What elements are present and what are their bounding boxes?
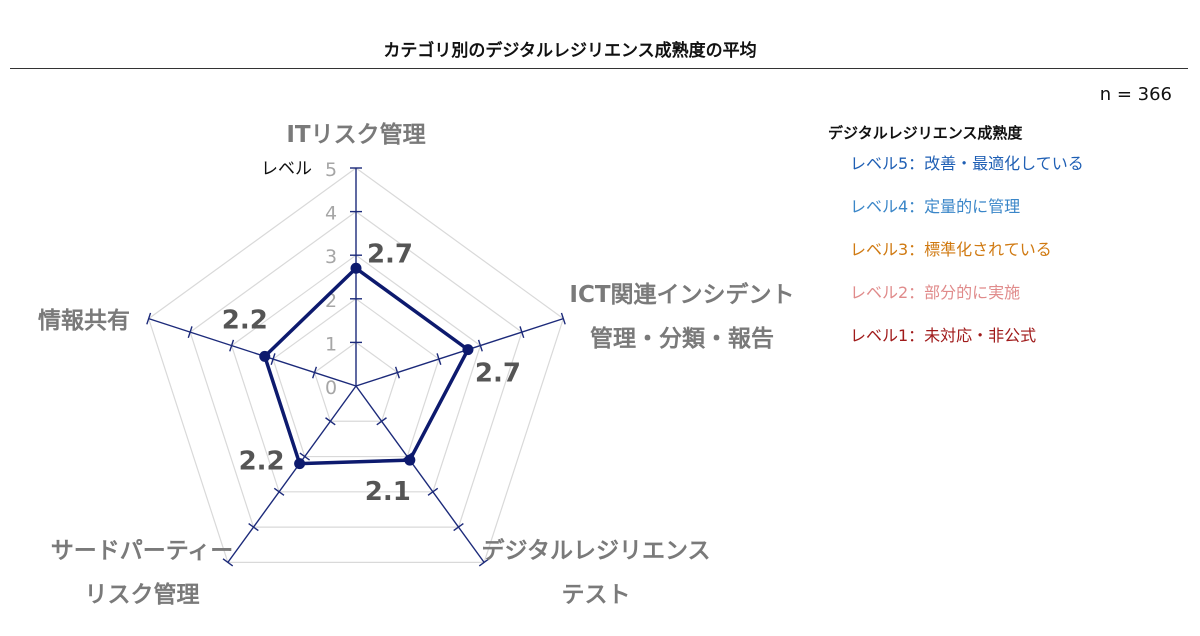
- data-value-label: 2.1: [365, 477, 411, 507]
- axis-tick-3-4: [248, 522, 259, 532]
- axis-line-4: [148, 317, 357, 387]
- axis-tick-4-1: [312, 366, 318, 379]
- category-label: 管理・分類・報告: [590, 325, 774, 352]
- axis-tick-2-4: [453, 522, 464, 532]
- axis-tick-3-2: [299, 452, 311, 461]
- data-point: [294, 458, 306, 470]
- data-value-label: 2.2: [222, 305, 268, 335]
- category-label: デジタルレジリエンス: [481, 537, 710, 564]
- axis-tick-2-1: [376, 417, 387, 426]
- legend-item-level3: レベル3：標準化されている: [850, 240, 1052, 259]
- category-label: ITリスク管理: [286, 121, 425, 148]
- data-point: [404, 454, 416, 466]
- axis-tick-2-3: [427, 487, 439, 496]
- chart-title: カテゴリ別のデジタルレジリエンス成熟度の平均: [383, 41, 757, 61]
- axis-tick-1-1: [394, 366, 400, 379]
- legend-item-level2: レベル2：部分的に実施: [850, 283, 1021, 302]
- axis-tick-4-3: [229, 339, 235, 352]
- scale-tick-label: 1: [325, 333, 337, 355]
- axis-tick-4-5: [146, 312, 152, 325]
- grid-ring-level-4: [189, 210, 523, 528]
- axis-tick-2-5: [478, 558, 490, 567]
- legend-title: デジタルレジリエンス成熟度: [828, 124, 1023, 142]
- category-label: リスク管理: [85, 581, 200, 608]
- category-label: テスト: [562, 582, 631, 608]
- axis-tick-1-5: [560, 312, 566, 325]
- series-polygon: [263, 266, 470, 466]
- grid-ring-level-5: [147, 167, 565, 563]
- category-label: サードパーティー: [51, 538, 234, 564]
- data-point: [462, 344, 474, 356]
- maturity-legend: デジタルレジリエンス成熟度 レベル5：改善・最適化している レベル4：定量的に管…: [828, 122, 1084, 368]
- data-point: [259, 350, 271, 362]
- legend-item-level5: レベル5：改善・最適化している: [850, 154, 1084, 173]
- scale-tick-label: 3: [325, 246, 337, 268]
- axis-tick-3-3: [273, 487, 285, 496]
- data-point: [350, 262, 362, 274]
- sample-size-label: n = 366: [1099, 84, 1172, 105]
- scale-tick-label: 0: [325, 377, 337, 399]
- axis-tick-4-2: [270, 353, 276, 365]
- data-value-label: 2.7: [367, 239, 413, 269]
- scale-tick-label: 4: [325, 203, 337, 225]
- axis-tick-3-1: [325, 417, 336, 426]
- legend-item-level4: レベル4：定量的に管理: [850, 197, 1021, 216]
- grid-ring-level-2: [272, 298, 440, 458]
- axis-line-3: [227, 385, 357, 563]
- scale-tick-label: 5: [325, 159, 337, 181]
- grid-ring-level-3: [230, 254, 482, 493]
- data-value-label: 2.7: [475, 359, 521, 389]
- legend-item-level1: レベル1：未対応・非公式: [850, 326, 1037, 345]
- data-value-label: 2.2: [239, 447, 285, 477]
- title-divider: [10, 68, 1188, 69]
- axis-tick-4-4: [187, 326, 193, 339]
- axis-tick-1-2: [436, 353, 442, 365]
- grid-ring-level-1: [313, 341, 399, 422]
- axis-line-2: [355, 385, 485, 563]
- axis-line-1: [355, 317, 564, 387]
- scale-unit-label: レベル: [261, 159, 312, 179]
- category-label: ICT関連インシデント: [569, 281, 794, 308]
- axis-tick-1-4: [519, 326, 525, 339]
- axis-tick-1-3: [477, 339, 483, 352]
- axis-tick-3-5: [222, 558, 234, 567]
- category-label: 情報共有: [38, 307, 130, 334]
